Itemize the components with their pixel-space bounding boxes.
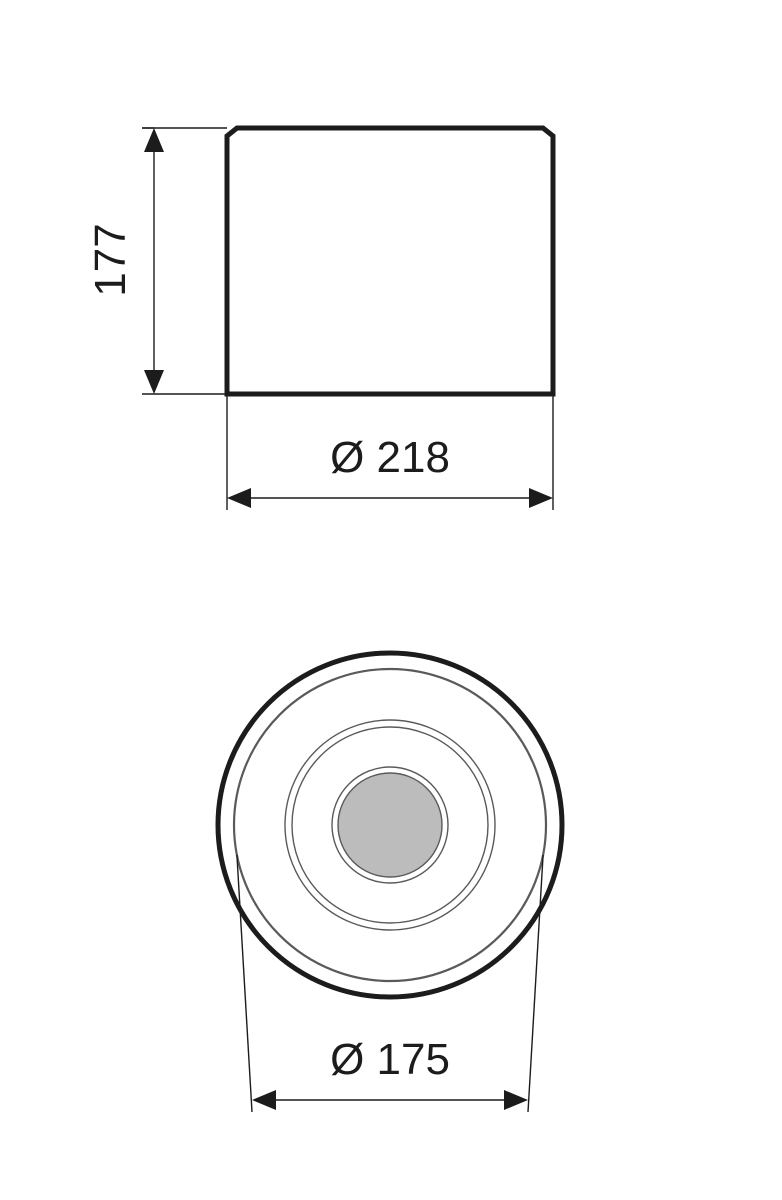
plan-lens (338, 773, 442, 877)
dim-label-outer-dia: Ø 218 (330, 433, 450, 482)
dim-label-height: 177 (86, 223, 135, 296)
dim-label-inner-dia: Ø 175 (330, 1035, 450, 1084)
